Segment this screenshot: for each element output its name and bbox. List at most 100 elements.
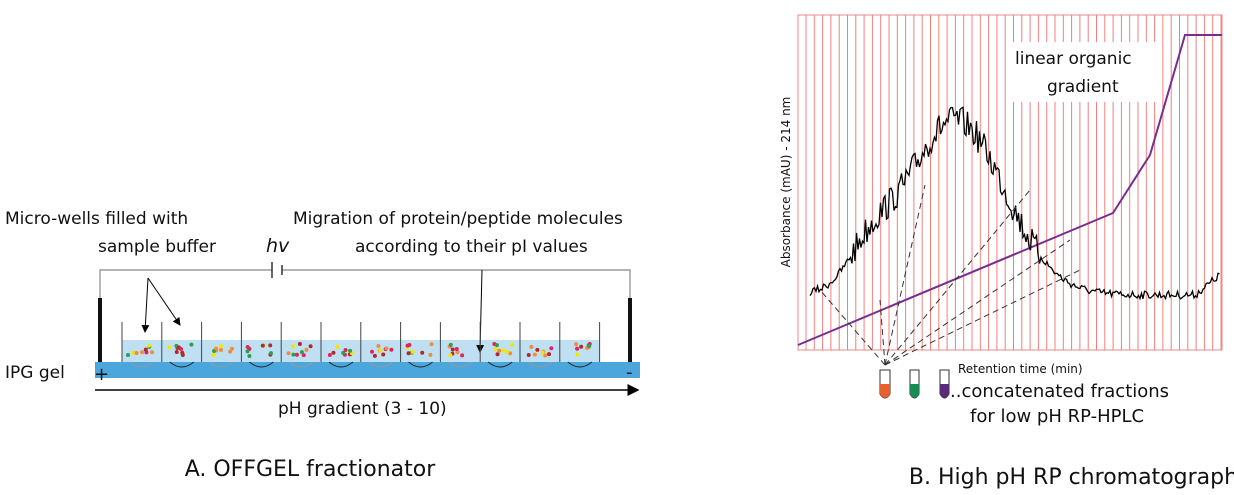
chromatogram <box>809 106 1220 301</box>
molecule <box>535 347 540 352</box>
hv-label: hv <box>266 235 290 257</box>
molecule <box>335 344 340 349</box>
molecule <box>448 342 453 347</box>
molecule <box>286 351 291 356</box>
molecule <box>211 352 216 357</box>
molecule <box>505 349 510 354</box>
fraction-line <box>884 184 926 366</box>
molecule <box>575 346 580 351</box>
migration-arc <box>129 361 155 368</box>
molecule <box>304 347 309 352</box>
molecule <box>529 344 534 349</box>
molecule <box>369 349 374 354</box>
molecule <box>146 343 151 348</box>
x-axis-label: Retention time (min) <box>958 362 1083 376</box>
caption: B. High pH RP chromatography <box>909 465 1234 490</box>
migration-arc <box>328 361 354 368</box>
molecule <box>331 350 336 355</box>
molecule <box>429 342 434 347</box>
organic-label: gradient <box>1047 77 1119 97</box>
molecule <box>428 352 433 357</box>
molecule <box>406 351 411 356</box>
gel-label: IPG gel <box>5 363 65 383</box>
gradient-label: pH gradient (3 - 10) <box>278 399 447 419</box>
fraction-line <box>819 289 886 366</box>
molecule <box>228 349 233 354</box>
molecule <box>179 347 184 352</box>
molecule <box>532 352 537 357</box>
molecule <box>219 348 224 353</box>
molecule <box>407 343 412 348</box>
fraction-line <box>884 239 1071 366</box>
migration-arc <box>249 361 274 368</box>
fraction-line <box>879 299 886 366</box>
molecule <box>384 346 389 351</box>
molecule <box>495 352 500 357</box>
wells-label: sample buffer <box>98 237 216 257</box>
migration-arc <box>487 361 513 368</box>
molecule <box>493 346 498 351</box>
wire <box>99 269 631 298</box>
molecule <box>450 347 455 352</box>
molecule <box>327 353 332 358</box>
fraction-line <box>884 189 1031 366</box>
molecule <box>218 343 223 348</box>
molecule <box>378 348 383 353</box>
molecule <box>549 346 554 351</box>
fractions-label: ..concatenated fractions <box>950 381 1169 402</box>
molecule <box>247 353 252 358</box>
molecule <box>290 344 295 349</box>
molecule <box>269 351 274 356</box>
molecule <box>341 350 346 355</box>
fraction-lines <box>819 184 1081 366</box>
molecule <box>291 352 296 357</box>
molecule <box>180 350 185 355</box>
ipg-gel <box>95 362 640 378</box>
migration-arc <box>448 361 473 368</box>
molecule <box>230 346 235 351</box>
migration-arc <box>567 361 593 368</box>
molecule <box>150 350 155 355</box>
tube-fill <box>910 384 919 398</box>
migration-arc <box>527 361 553 368</box>
organic-label: linear organic <box>1015 49 1132 69</box>
migration-arc <box>209 361 234 368</box>
molecule <box>389 347 394 352</box>
migration-arc <box>169 361 195 368</box>
molecule <box>245 349 250 354</box>
molecule <box>343 347 348 352</box>
molecule <box>579 344 584 349</box>
molecule <box>575 352 580 357</box>
molecule <box>381 352 386 357</box>
migration-arc <box>408 361 433 368</box>
y-axis-label: Absorbance (mAU) - 214 nm <box>779 97 793 268</box>
molecule <box>214 346 219 351</box>
molecule <box>460 353 465 358</box>
molecule <box>140 350 145 355</box>
molecule <box>299 350 304 355</box>
label-bg <box>1010 42 1160 102</box>
molecule <box>508 351 513 356</box>
molecule <box>134 351 139 356</box>
wells-label: Micro-wells filled with <box>5 209 188 229</box>
molecule <box>546 352 551 357</box>
gradient-line <box>797 34 1222 346</box>
molecule <box>308 344 313 349</box>
molecule <box>126 353 131 358</box>
caption: A. OFFGEL fractionator <box>185 457 437 482</box>
molecule <box>167 345 172 350</box>
molecule <box>294 352 299 357</box>
fractions-label: for low pH RP-HPLC <box>970 406 1144 427</box>
molecule <box>510 342 515 347</box>
molecule <box>348 348 353 353</box>
molecule <box>494 343 499 348</box>
pointer <box>147 277 181 326</box>
molecule <box>420 350 425 355</box>
pointer <box>141 277 150 333</box>
molecule <box>260 343 265 348</box>
molecule <box>526 352 531 357</box>
molecule <box>455 350 460 355</box>
migration-arc <box>368 361 394 368</box>
molecule <box>587 344 592 349</box>
